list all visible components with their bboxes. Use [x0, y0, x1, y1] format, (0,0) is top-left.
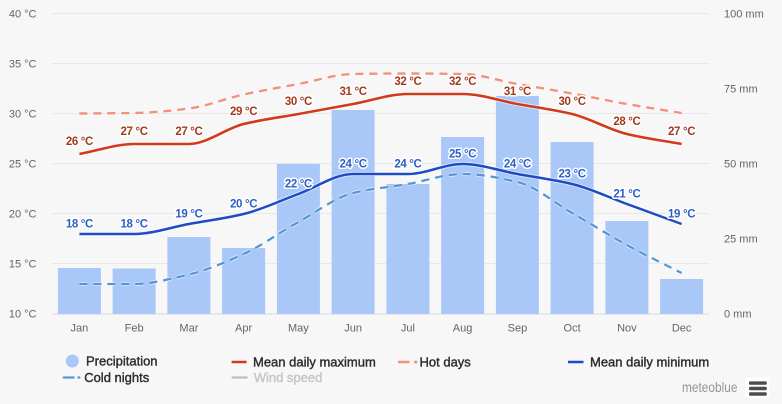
svg-text:18 °C: 18 °C — [66, 218, 93, 230]
svg-text:22 °C: 22 °C — [285, 178, 312, 190]
svg-text:25 mm: 25 mm — [724, 234, 758, 246]
svg-text:Aug: Aug — [453, 323, 473, 335]
svg-text:Wind speed: Wind speed — [254, 370, 323, 385]
svg-text:19 °C: 19 °C — [175, 208, 202, 220]
svg-text:Jan: Jan — [71, 323, 89, 335]
svg-text:Jul: Jul — [401, 323, 415, 335]
svg-text:26 °C: 26 °C — [66, 136, 93, 148]
svg-text:Mean daily maximum: Mean daily maximum — [253, 355, 376, 370]
svg-text:Feb: Feb — [125, 323, 144, 335]
svg-text:30 °C: 30 °C — [285, 96, 312, 108]
svg-text:May: May — [288, 323, 309, 335]
svg-text:29 °C: 29 °C — [230, 106, 257, 118]
svg-text:32 °C: 32 °C — [394, 76, 421, 88]
svg-text:Jun: Jun — [344, 323, 362, 335]
svg-text:0 mm: 0 mm — [724, 309, 752, 321]
svg-text:100 mm: 100 mm — [724, 9, 764, 21]
svg-text:30 °C: 30 °C — [559, 96, 586, 108]
svg-text:Dec: Dec — [672, 323, 692, 335]
svg-text:40 °C: 40 °C — [9, 9, 37, 21]
svg-text:meteoblue: meteoblue — [682, 379, 738, 395]
svg-text:28 °C: 28 °C — [613, 116, 640, 128]
svg-text:25 °C: 25 °C — [449, 148, 476, 160]
svg-text:24 °C: 24 °C — [504, 158, 531, 170]
svg-text:23 °C: 23 °C — [559, 168, 586, 180]
svg-text:24 °C: 24 °C — [394, 158, 421, 170]
svg-text:35 °C: 35 °C — [9, 59, 37, 71]
svg-text:25 °C: 25 °C — [9, 159, 37, 171]
svg-text:Mean daily minimum: Mean daily minimum — [590, 355, 709, 370]
svg-text:31 °C: 31 °C — [340, 86, 367, 98]
svg-text:27 °C: 27 °C — [121, 126, 148, 138]
svg-text:Mar: Mar — [179, 323, 198, 335]
svg-text:75 mm: 75 mm — [724, 84, 758, 96]
svg-text:50 mm: 50 mm — [724, 159, 758, 171]
svg-text:21 °C: 21 °C — [613, 188, 640, 200]
svg-text:20 °C: 20 °C — [230, 198, 257, 210]
svg-text:Apr: Apr — [235, 323, 252, 335]
svg-text:27 °C: 27 °C — [668, 126, 695, 138]
svg-text:10 °C: 10 °C — [9, 309, 37, 321]
svg-text:24 °C: 24 °C — [340, 158, 367, 170]
svg-text:19 °C: 19 °C — [668, 208, 695, 220]
svg-text:30 °C: 30 °C — [9, 109, 37, 121]
svg-text:20 °C: 20 °C — [9, 209, 37, 221]
svg-text:31 °C: 31 °C — [504, 86, 531, 98]
svg-text:Hot days: Hot days — [420, 355, 472, 370]
svg-text:18 °C: 18 °C — [121, 218, 148, 230]
svg-text:27 °C: 27 °C — [175, 126, 202, 138]
svg-text:Nov: Nov — [617, 323, 637, 335]
svg-text:Oct: Oct — [564, 323, 581, 335]
svg-text:15 °C: 15 °C — [9, 259, 37, 271]
svg-text:Sep: Sep — [508, 323, 528, 335]
svg-text:Cold nights: Cold nights — [84, 370, 150, 385]
svg-text:32 °C: 32 °C — [449, 76, 476, 88]
svg-text:Precipitation: Precipitation — [86, 354, 158, 369]
